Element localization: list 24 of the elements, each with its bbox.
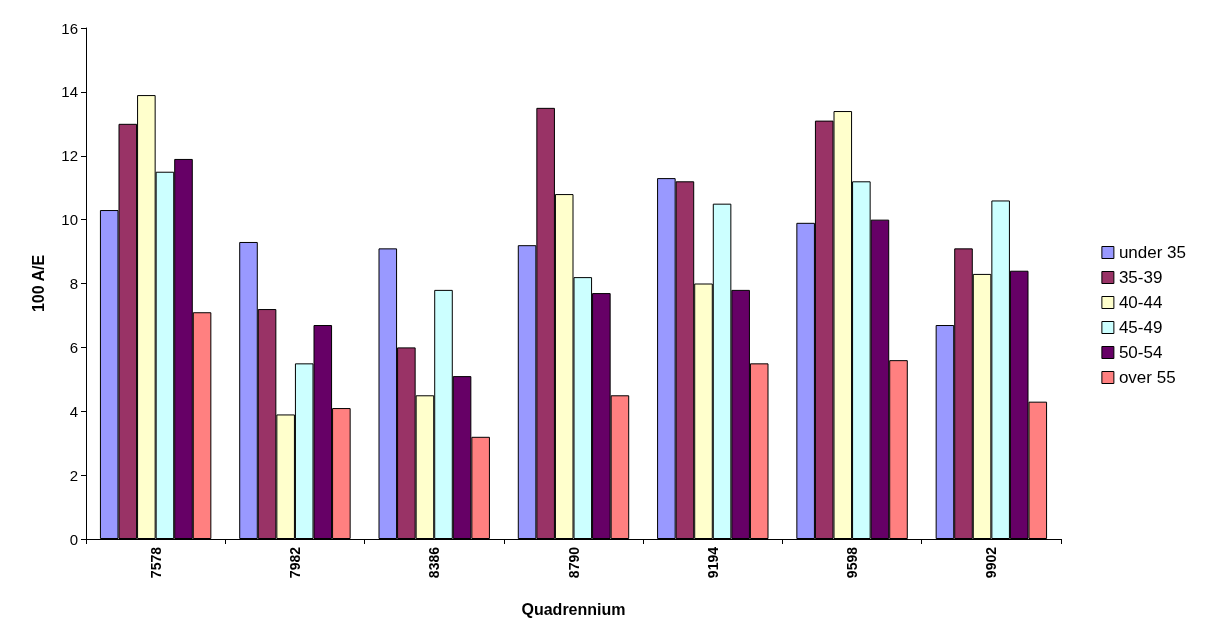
legend-label: 45-49: [1118, 318, 1163, 337]
legend-label: 40-44: [1118, 293, 1163, 312]
y-tick-label: 14: [61, 83, 78, 101]
y-tick-label: 4: [69, 402, 78, 420]
y-tick-label: 2: [69, 466, 78, 484]
x-tick-label: 8790: [565, 546, 582, 579]
y-tick-label: 12: [61, 147, 78, 165]
x-tick-label: 7578: [147, 546, 164, 579]
legend-label: under 35: [1118, 243, 1187, 262]
y-tick-label: 6: [69, 338, 78, 356]
y-tick-label: 0: [69, 530, 78, 548]
x-tick-label: 9194: [704, 546, 721, 579]
x-tick-label: 9598: [844, 546, 861, 579]
x-tick-label: 7982: [286, 546, 303, 579]
y-tick-label: 16: [61, 19, 78, 37]
x-tick-label: 9902: [983, 546, 1000, 579]
y-tick-label: 10: [61, 211, 78, 229]
y-tick-label: 8: [69, 275, 78, 292]
legend-label: 35-39: [1118, 268, 1163, 287]
x-axis-title: Quadrennium: [521, 600, 626, 618]
legend-label: 50-54: [1118, 343, 1163, 362]
legend-label: over 55: [1118, 368, 1176, 387]
x-tick-label: 8386: [426, 546, 443, 579]
y-axis-title: 100 A/E: [29, 254, 47, 313]
